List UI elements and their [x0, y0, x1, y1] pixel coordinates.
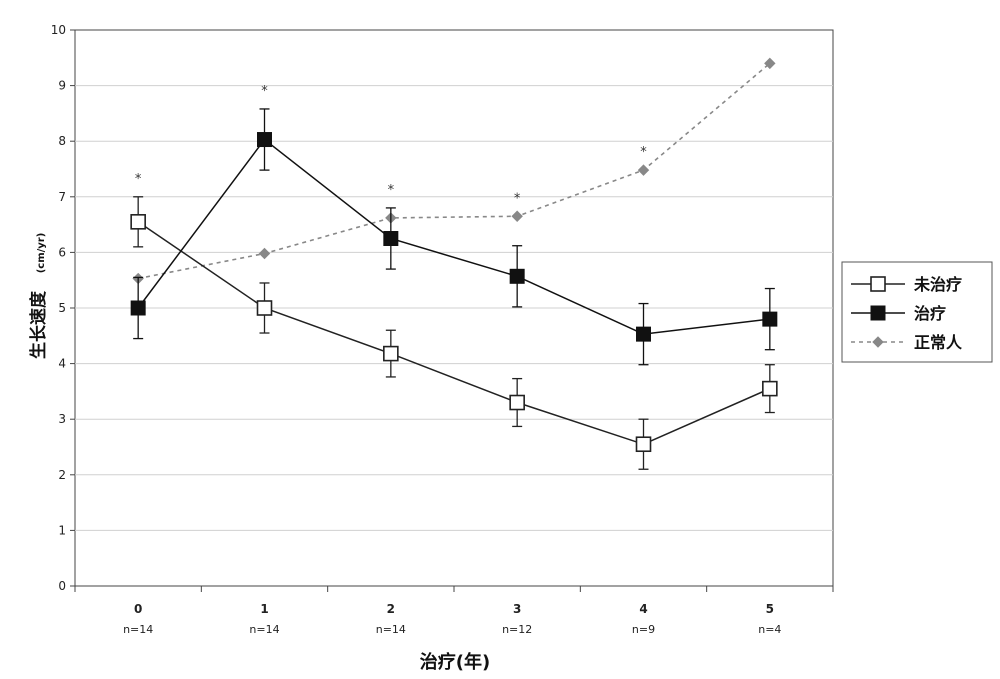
significance-markers: * * * * * [135, 84, 647, 206]
data-point-diamond [637, 164, 650, 176]
data-point-diamond [258, 247, 271, 260]
series-line [137, 221, 771, 446]
x-tick-label: 1 [260, 602, 268, 616]
data-point-diamond [872, 336, 884, 348]
data-point-open-square [256, 300, 273, 316]
data-point-open-square [635, 436, 652, 453]
significance-star: * [135, 172, 142, 187]
data-point-open-square [870, 276, 886, 292]
series-3 [132, 57, 776, 285]
sample-size-label: n=4 [758, 623, 781, 636]
data-point-open-square [383, 345, 399, 362]
y-axis-label: 生长速度 [28, 290, 49, 359]
y-tick-label: 3 [58, 412, 66, 426]
data-point-filled-square [257, 132, 272, 148]
series-line [137, 138, 770, 335]
y-tick-label: 5 [58, 301, 66, 315]
y-tick-label: 7 [58, 190, 66, 204]
data-point-filled-square [636, 326, 651, 342]
y-axis-ticks: 0 1 2 3 4 5 6 7 8 9 10 [51, 23, 75, 593]
series-1 [130, 196, 778, 470]
significance-star: * [514, 191, 521, 206]
series-line [138, 62, 771, 280]
y-tick-label: 4 [58, 357, 66, 371]
significance-star: * [640, 145, 647, 160]
data-point-filled-square [383, 231, 399, 246]
data-point-filled-square [870, 305, 886, 321]
significance-star: * [261, 84, 268, 99]
legend-box [841, 261, 993, 363]
y-tick-label: 2 [58, 468, 66, 482]
sample-size-label: n=14 [249, 623, 279, 636]
x-tick-label: 2 [387, 602, 395, 616]
sample-size-label: n=14 [123, 623, 153, 636]
x-tick-label: 3 [513, 602, 521, 616]
data-point-open-square [762, 380, 778, 397]
y-tick-label: 0 [58, 579, 66, 593]
data-point-diamond [511, 210, 523, 222]
y-tick-label: 8 [58, 134, 66, 148]
gridlines [75, 85, 833, 531]
x-axis-ticks: 0 n=14 1 n=14 2 n=14 3 n=12 4 n=9 5 n=4 [74, 586, 834, 636]
data-point-open-square [130, 214, 146, 230]
sample-size-label: n=9 [632, 623, 655, 636]
x-tick-label: 0 [134, 602, 142, 616]
y-tick-label: 6 [58, 245, 66, 259]
series-group [130, 57, 778, 470]
data-point-filled-square [762, 311, 778, 327]
y-tick-label: 9 [58, 79, 66, 93]
y-tick-label: 1 [58, 523, 66, 537]
y-tick-label: 10 [51, 23, 66, 37]
x-tick-label: 5 [766, 602, 774, 616]
data-point-filled-square [509, 268, 525, 284]
legend-label: 治疗 [914, 304, 946, 323]
series-2 [130, 108, 778, 366]
legend-label: 未治疗 [913, 275, 962, 294]
legend-label: 正常人 [914, 333, 963, 352]
data-point-open-square [509, 394, 525, 411]
y-axis-unit: (cm/yr) [36, 233, 47, 274]
x-axis-label: 治疗(年) [420, 651, 490, 673]
data-point-diamond [764, 57, 776, 70]
sample-size-label: n=12 [502, 623, 532, 636]
significance-star: * [388, 183, 395, 198]
data-point-filled-square [130, 300, 146, 316]
sample-size-label: n=14 [376, 623, 406, 636]
x-tick-label: 4 [639, 602, 647, 616]
y-axis-label-group: 生长速度 (cm/yr) [28, 233, 49, 359]
